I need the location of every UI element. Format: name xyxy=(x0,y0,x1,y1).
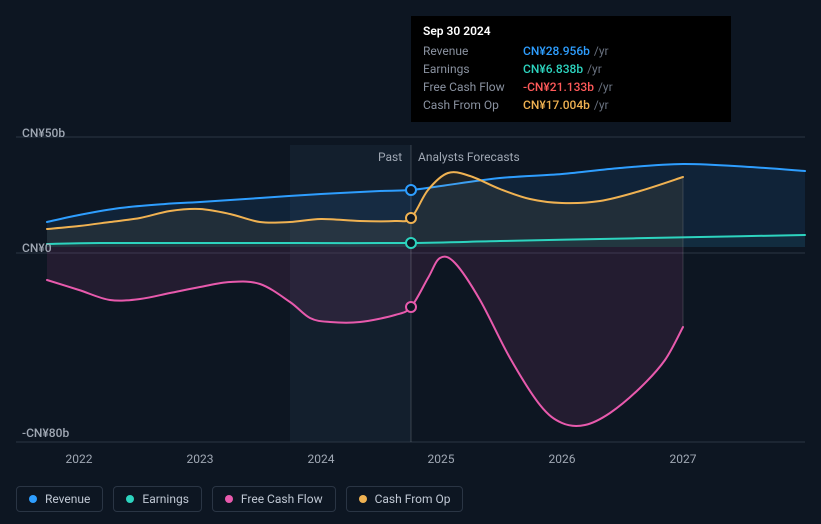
tooltip-metric-label: Free Cash Flow xyxy=(423,80,523,94)
x-axis-label: 2026 xyxy=(549,452,576,466)
tooltip-row: Free Cash Flow-CN¥21.133b/yr xyxy=(423,78,719,96)
tooltip-metric-label: Cash From Op xyxy=(423,98,523,112)
tooltip-metric-value: -CN¥21.133b xyxy=(523,80,594,94)
x-axis-label: 2025 xyxy=(428,452,455,466)
legend-item-earnings[interactable]: Earnings xyxy=(113,486,202,512)
y-axis-label: -CN¥80b xyxy=(22,426,69,440)
legend-label: Free Cash Flow xyxy=(241,492,323,506)
legend-label: Cash From Op xyxy=(375,492,451,506)
legend-dot-icon xyxy=(225,495,233,503)
legend-label: Earnings xyxy=(142,492,189,506)
legend-dot-icon xyxy=(359,495,367,503)
y-axis-label: CN¥50b xyxy=(22,126,65,140)
tooltip-metric-unit: /yr xyxy=(587,62,602,76)
x-axis-label: 2024 xyxy=(308,452,335,466)
legend-dot-icon xyxy=(126,495,134,503)
tooltip-metric-value: CN¥28.956b xyxy=(523,44,590,58)
tooltip-metric-unit: /yr xyxy=(598,80,613,94)
tooltip-row: RevenueCN¥28.956b/yr xyxy=(423,42,719,60)
tooltip-row: EarningsCN¥6.838b/yr xyxy=(423,60,719,78)
legend-item-cash-from-op[interactable]: Cash From Op xyxy=(346,486,464,512)
legend-item-revenue[interactable]: Revenue xyxy=(16,486,103,512)
data-tooltip: Sep 30 2024 RevenueCN¥28.956b/yrEarnings… xyxy=(411,16,731,122)
x-axis-label: 2023 xyxy=(187,452,214,466)
y-axis-label: CN¥0 xyxy=(22,241,52,255)
forecasts-region-label: Analysts Forecasts xyxy=(418,150,520,164)
financial-forecast-chart: Past Analysts Forecasts CN¥50b CN¥0 -CN¥80… xyxy=(0,0,821,524)
legend-dot-icon xyxy=(29,495,37,503)
chart-legend: Revenue Earnings Free Cash Flow Cash From O… xyxy=(16,486,463,512)
tooltip-row: Cash From OpCN¥17.004b/yr xyxy=(423,96,719,114)
tooltip-metric-value: CN¥17.004b xyxy=(523,98,590,112)
x-axis-label: 2022 xyxy=(66,452,93,466)
tooltip-date: Sep 30 2024 xyxy=(423,24,719,38)
legend-label: Revenue xyxy=(45,492,90,506)
tooltip-metric-label: Earnings xyxy=(423,62,523,76)
past-region-label: Past xyxy=(378,150,402,164)
tooltip-metric-value: CN¥6.838b xyxy=(523,62,583,76)
legend-item-free-cash-flow[interactable]: Free Cash Flow xyxy=(212,486,336,512)
tooltip-metric-unit: /yr xyxy=(594,98,609,112)
x-axis-label: 2027 xyxy=(670,452,697,466)
tooltip-metric-unit: /yr xyxy=(594,44,609,58)
tooltip-metric-label: Revenue xyxy=(423,44,523,58)
